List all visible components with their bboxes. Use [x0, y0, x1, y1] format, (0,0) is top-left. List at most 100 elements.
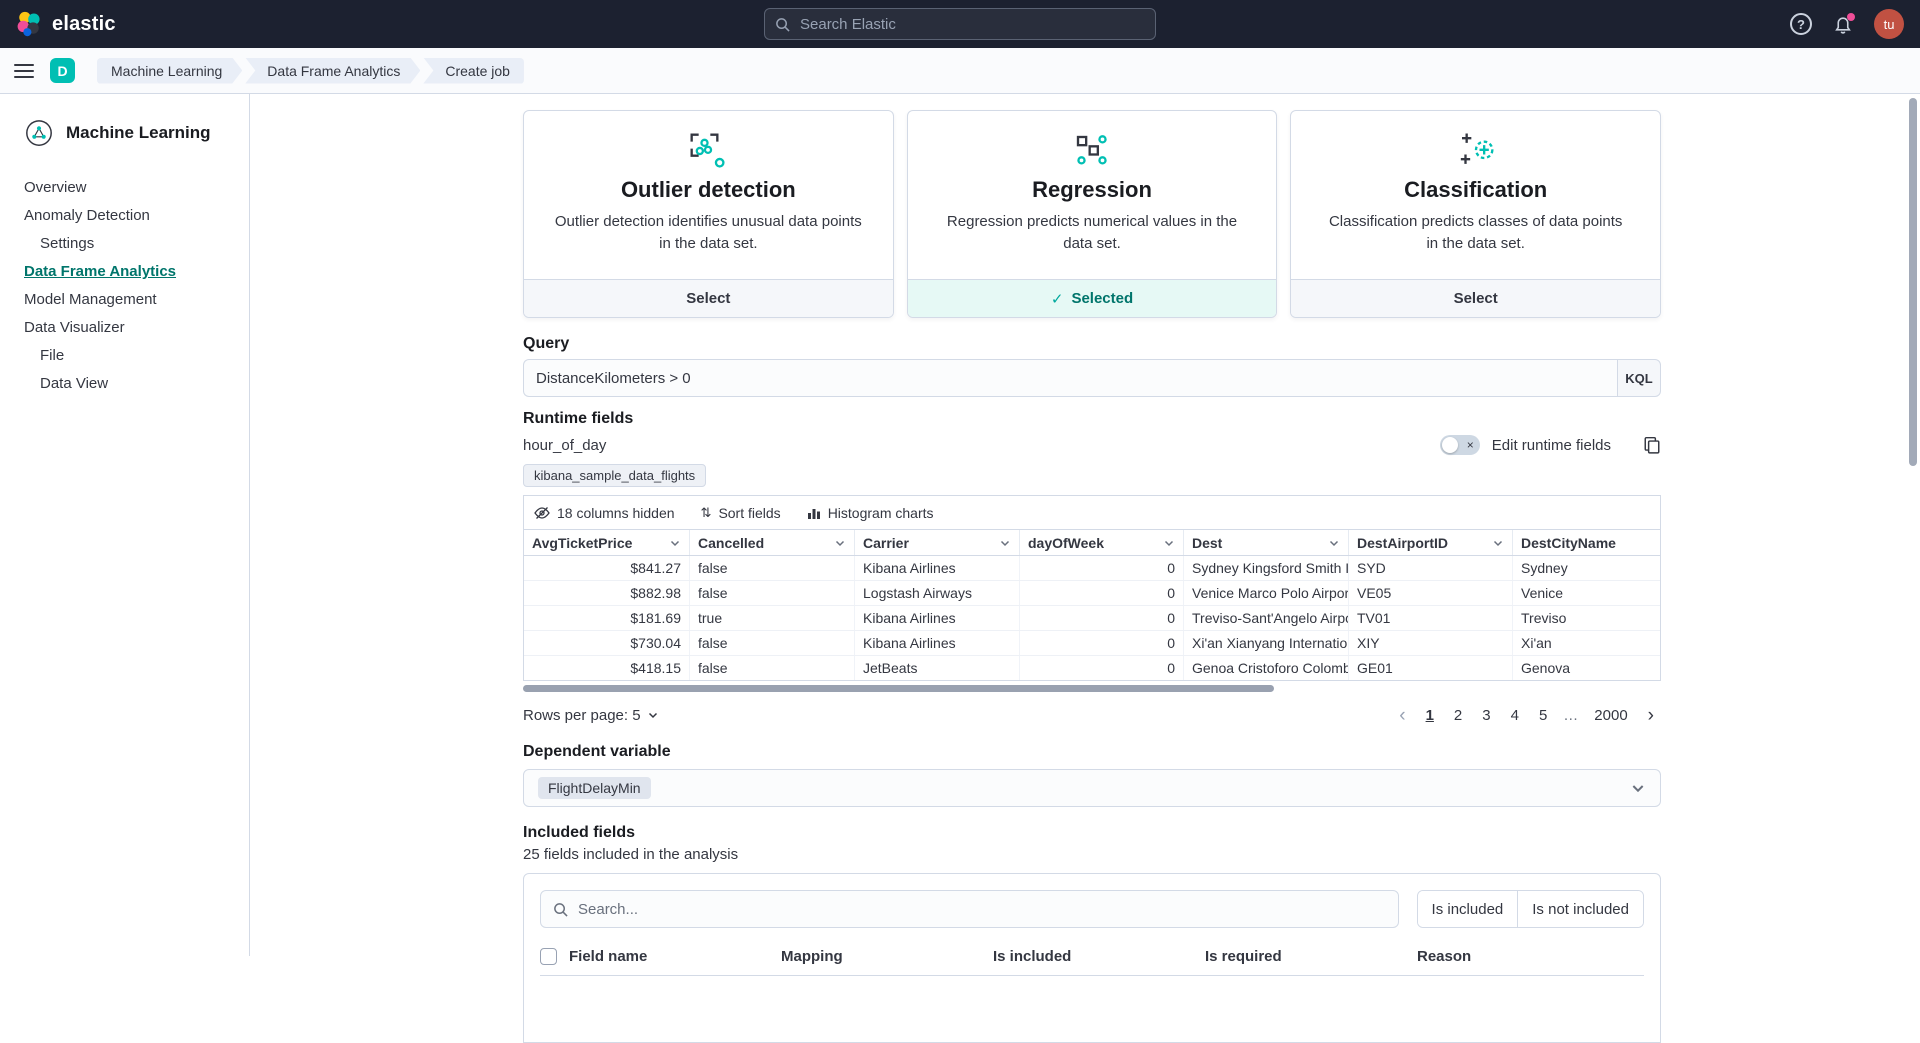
breadcrumb-bar: D Machine Learning Data Frame Analytics …	[0, 48, 1920, 94]
sort-icon: ⇅	[700, 504, 712, 520]
card-classification: Classification Classification predicts c…	[1290, 110, 1662, 318]
select-all-checkbox[interactable]	[540, 948, 557, 965]
column-label: dayOfWeek	[1028, 534, 1104, 551]
cell: 0	[1020, 656, 1184, 680]
grid-horizontal-scrollbar[interactable]	[523, 685, 1661, 692]
sidebar-item-settings[interactable]: Settings	[40, 235, 95, 252]
menu-button[interactable]	[14, 63, 34, 78]
column-header-avgticketprice[interactable]: AvgTicketPrice	[524, 530, 690, 555]
included-fields-label: Included fields	[523, 824, 636, 841]
pagination: ‹ 1 2 3 4 5 … 2000 ›	[1392, 704, 1661, 727]
sidebar-item-data-frame-analytics[interactable]: Data Frame Analytics	[24, 263, 177, 280]
notification-dot	[1847, 12, 1855, 21]
fields-search[interactable]	[540, 890, 1399, 928]
sidebar-item-overview[interactable]: Overview	[24, 179, 87, 196]
sidebar-item-model-management[interactable]: Model Management	[24, 291, 157, 308]
cell: true	[690, 606, 855, 630]
previous-page-button[interactable]: ‹	[1392, 704, 1412, 727]
select-outlier-detection-button[interactable]: Select	[524, 279, 893, 317]
window-scrollbar-thumb[interactable]	[1909, 98, 1917, 466]
column-header-destcityname[interactable]: DestCityName	[1513, 530, 1660, 555]
page-button-4[interactable]: 4	[1504, 705, 1526, 726]
cross-icon: ×	[1466, 438, 1474, 452]
machine-learning-icon	[24, 118, 54, 148]
query-language-button[interactable]: KQL	[1617, 359, 1661, 397]
breadcrumb-data-frame-analytics[interactable]: Data Frame Analytics	[245, 58, 420, 84]
page-button-1[interactable]: 1	[1419, 705, 1441, 726]
breadcrumb-machine-learning[interactable]: Machine Learning	[97, 58, 242, 84]
column-label: Cancelled	[698, 534, 765, 551]
cell: Sydney	[1521, 560, 1568, 576]
histogram-charts-button[interactable]: Histogram charts	[807, 505, 934, 521]
cell: 0	[1020, 556, 1184, 580]
sidebar-item-data-view[interactable]: Data View	[40, 375, 109, 392]
search-icon	[553, 902, 568, 917]
cell: false	[690, 631, 855, 655]
outlier-detection-icon	[687, 129, 729, 173]
elastic-logo[interactable]	[16, 11, 42, 37]
cell: Treviso	[1521, 610, 1567, 626]
cell: TV01	[1349, 606, 1513, 630]
cell: $181.69	[524, 606, 690, 630]
fields-column-is-required: Is required	[1205, 948, 1282, 965]
cell: Treviso-Sant'Angelo Airport	[1184, 606, 1349, 630]
card-description: Regression predicts numerical values in …	[946, 213, 1238, 252]
space-avatar[interactable]: D	[50, 58, 75, 83]
sort-fields-button[interactable]: ⇅ Sort fields	[701, 505, 781, 521]
dependent-variable-select[interactable]: FlightDelayMin	[523, 769, 1661, 807]
global-search[interactable]	[764, 8, 1156, 40]
sidebar-item-anomaly-detection[interactable]: Anomaly Detection	[24, 207, 150, 224]
global-search-input[interactable]	[798, 14, 1145, 34]
scrollbar-thumb[interactable]	[523, 685, 1275, 692]
help-button[interactable]: ?	[1790, 13, 1812, 35]
regression-selected-button[interactable]: ✓ Selected	[907, 279, 1277, 317]
grid-header-row: AvgTicketPrice Cancelled Carrier dayOfWe…	[524, 529, 1660, 556]
eye-closed-icon	[534, 506, 550, 520]
edit-runtime-fields-toggle[interactable]: ×	[1439, 435, 1480, 455]
cell: Kibana Airlines	[855, 631, 1020, 655]
column-header-dayofweek[interactable]: dayOfWeek	[1020, 530, 1184, 555]
fields-search-input[interactable]	[576, 899, 1386, 919]
edit-runtime-fields-label[interactable]: Edit runtime fields	[1491, 436, 1611, 454]
filter-is-not-included-button[interactable]: Is not included	[1517, 891, 1643, 927]
cell: Venice Marco Polo Airport	[1184, 581, 1349, 605]
page-button-2000[interactable]: 2000	[1587, 705, 1634, 726]
sidebar-item-data-visualizer[interactable]: Data Visualizer	[24, 319, 125, 336]
next-page-button[interactable]: ›	[1641, 704, 1661, 727]
column-header-destairportid[interactable]: DestAirportID	[1349, 530, 1513, 555]
column-label: DestAirportID	[1357, 534, 1449, 551]
notifications-button[interactable]	[1834, 12, 1855, 34]
query-label: Query	[523, 335, 570, 352]
filter-is-included-button[interactable]: Is included	[1417, 891, 1518, 927]
create-job-wizard: Outlier detection Outlier detection iden…	[523, 94, 1662, 1043]
columns-hidden-button[interactable]: 18 columns hidden	[534, 505, 675, 521]
copy-button[interactable]	[1643, 436, 1661, 454]
column-header-cancelled[interactable]: Cancelled	[690, 530, 855, 555]
chevron-down-icon	[669, 537, 681, 549]
sidebar-item-file[interactable]: File	[40, 347, 65, 364]
pagination-ellipsis: …	[1563, 706, 1579, 724]
column-header-dest[interactable]: Dest	[1184, 530, 1349, 555]
fields-column-is-included: Is included	[993, 948, 1072, 965]
user-avatar[interactable]: tu	[1874, 9, 1904, 39]
table-row: $181.69 true Kibana Airlines 0 Treviso-S…	[524, 606, 1660, 631]
query-input[interactable]	[523, 359, 1617, 397]
cell: false	[690, 556, 855, 580]
job-type-cards: Outlier detection Outlier detection iden…	[523, 110, 1662, 318]
chevron-down-icon	[999, 537, 1011, 549]
table-row: $841.27 false Kibana Airlines 0 Sydney K…	[524, 556, 1660, 581]
column-header-carrier[interactable]: Carrier	[855, 530, 1020, 555]
chevron-down-icon	[1163, 537, 1175, 549]
fields-table-header: Field name Mapping Is included Is requir…	[540, 948, 1644, 976]
histogram-charts-label: Histogram charts	[827, 504, 934, 521]
sort-fields-label: Sort fields	[718, 504, 781, 521]
page-button-2[interactable]: 2	[1447, 705, 1469, 726]
help-icon: ?	[1790, 13, 1812, 35]
rows-per-page-label: Rows per page: 5	[523, 706, 641, 724]
page-button-3[interactable]: 3	[1475, 705, 1497, 726]
regression-icon	[1071, 129, 1113, 173]
column-label: Carrier	[863, 534, 909, 551]
select-classification-button[interactable]: Select	[1291, 279, 1661, 317]
page-button-5[interactable]: 5	[1532, 705, 1554, 726]
rows-per-page-button[interactable]: Rows per page: 5	[523, 707, 659, 724]
